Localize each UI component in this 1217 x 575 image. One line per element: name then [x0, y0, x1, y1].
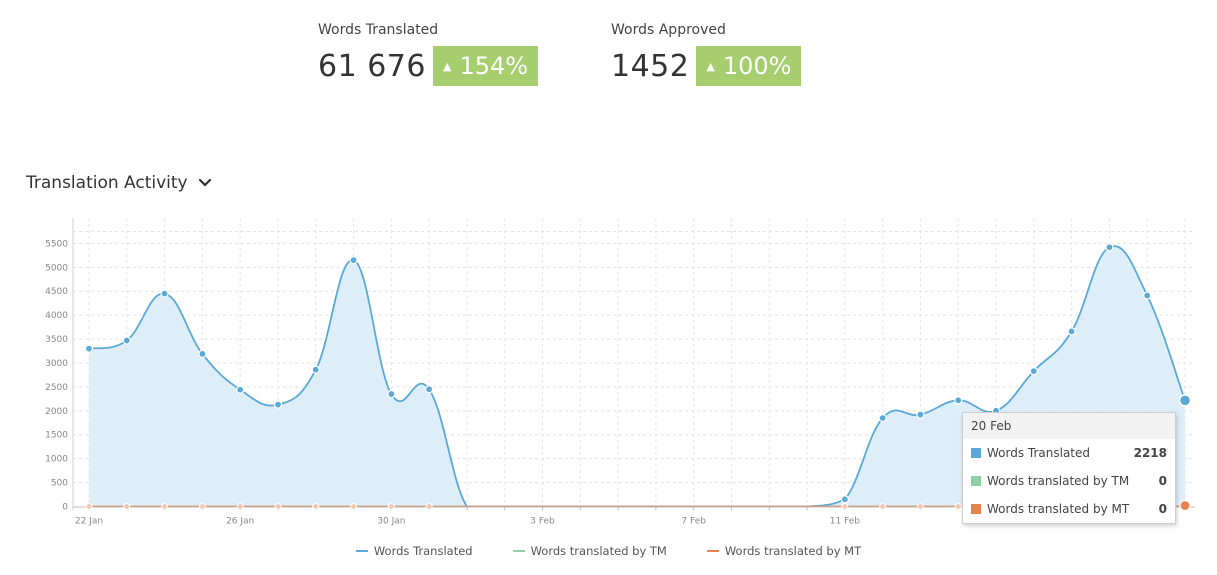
y-tick-label: 1000: [45, 455, 68, 465]
stat-row: 61 676 ▲ 154%: [318, 46, 539, 86]
y-tick-label: 3500: [45, 335, 68, 345]
point-words-translated: [198, 349, 207, 359]
x-tick-label: 11 Feb: [830, 517, 861, 527]
x-tick-label: 26 Jan: [226, 517, 254, 527]
y-tick-label: 5000: [45, 263, 68, 273]
change-value: 154%: [459, 52, 529, 80]
tooltip-series-value: 0: [1158, 474, 1167, 488]
point-words-translated: [1029, 367, 1038, 376]
point-words-mt: [312, 503, 320, 510]
change-badge: ▲ 154%: [432, 46, 539, 86]
x-tick-label: 7 Feb: [681, 517, 706, 527]
point-words-mt: [879, 503, 887, 510]
stat-label: Words Approved: [611, 22, 726, 38]
stat-label: Words Translated: [318, 22, 439, 38]
point-words-mt: [954, 503, 962, 510]
chart-tooltip: 20 Feb Words Translated 2218 Words trans…: [962, 412, 1176, 524]
point-words-mt: [236, 503, 244, 510]
x-tick-label: 30 Jan: [377, 517, 405, 527]
point-words-mt: [841, 503, 849, 510]
point-words-translated: [954, 396, 963, 405]
tooltip-series-value: 2218: [1133, 446, 1167, 460]
area-words-translated: [89, 245, 1185, 507]
x-tick-label: 3 Feb: [530, 517, 555, 527]
legend-label: Words translated by MT: [724, 544, 862, 558]
change-badge: ▲ 100%: [696, 46, 802, 86]
point-words-translated: [122, 336, 131, 345]
translation-activity-dropdown[interactable]: Translation Activity: [26, 173, 212, 193]
point-words-mt: [198, 503, 206, 510]
tooltip-series-name: Words Translated: [987, 446, 1091, 460]
y-tick-label: 1500: [45, 431, 68, 441]
tooltip-row: Words translated by TM 0: [963, 467, 1175, 495]
point-words-translated: [878, 413, 887, 423]
chart-legend: Words Translated Words translated by TM …: [0, 544, 1217, 558]
stat-words-approved: Words Approved 1452 ▲ 100%: [611, 22, 802, 86]
legend-label: Words translated by TM: [530, 544, 667, 558]
y-tick-label: 4500: [45, 287, 68, 297]
x-tick-label: 22 Jan: [75, 517, 103, 527]
y-tick-label: 5500: [45, 239, 68, 249]
point-words-mt-highlight: [1179, 499, 1191, 512]
point-words-translated: [84, 344, 94, 353]
y-tick-label: 2000: [45, 407, 68, 417]
tooltip-swatch: [971, 448, 981, 458]
point-words-translated: [840, 495, 849, 504]
point-words-translated: [236, 385, 245, 394]
y-tick-label: 2500: [45, 383, 68, 393]
section-title: Translation Activity: [26, 173, 188, 193]
point-words-translated: [387, 389, 396, 399]
point-words-mt: [387, 503, 395, 510]
point-words-mt: [916, 503, 924, 510]
y-tick-label: 4000: [45, 311, 68, 321]
legend-label: Words Translated: [373, 544, 473, 558]
legend-item-words-mt[interactable]: Words translated by MT: [706, 544, 862, 558]
legend-swatch: [706, 550, 719, 552]
point-words-translated: [349, 256, 358, 265]
point-words-translated: [1143, 291, 1152, 300]
stat-words-translated: Words Translated 61 676 ▲ 154%: [318, 22, 539, 86]
point-words-translated: [425, 385, 434, 394]
tooltip-series-name: Words translated by MT: [987, 502, 1130, 516]
legend-swatch: [355, 550, 368, 552]
arrow-up-icon: ▲: [706, 59, 715, 73]
legend-item-words-tm[interactable]: Words translated by TM: [512, 544, 667, 558]
point-words-mt: [425, 503, 433, 510]
point-words-mt: [123, 503, 131, 510]
tooltip-swatch: [971, 476, 981, 486]
tooltip-series-value: 0: [1158, 502, 1167, 516]
tooltip-date: 20 Feb: [963, 413, 1175, 439]
tooltip-row: Words translated by MT 0: [963, 495, 1175, 523]
point-words-mt: [274, 503, 282, 510]
point-words-translated: [916, 410, 925, 419]
point-words-translated: [1067, 327, 1076, 336]
point-words-mt: [161, 503, 169, 510]
point-words-mt: [85, 503, 93, 510]
point-words-translated: [1105, 243, 1114, 252]
legend-swatch: [512, 550, 525, 552]
tooltip-series-name: Words translated by TM: [987, 474, 1130, 488]
change-value: 100%: [722, 52, 792, 80]
point-words-translated: [160, 289, 169, 298]
stat-row: 1452 ▲ 100%: [611, 46, 802, 86]
chevron-down-icon: [198, 178, 211, 187]
point-words-mt: [350, 503, 358, 510]
stat-value: 61 676: [318, 48, 426, 84]
arrow-up-icon: ▲: [442, 59, 452, 73]
point-words-translated: [311, 365, 320, 374]
point-words-translated: [273, 400, 283, 409]
tooltip-row: Words Translated 2218: [963, 439, 1175, 467]
point-words-translated-highlight: [1178, 394, 1192, 407]
legend-item-words-translated[interactable]: Words Translated: [355, 544, 473, 558]
y-tick-label: 3000: [45, 359, 68, 369]
y-tick-label: 500: [51, 479, 68, 489]
y-tick-label: 0: [62, 503, 68, 513]
tooltip-swatch: [971, 504, 981, 514]
stat-value: 1452: [611, 48, 690, 84]
